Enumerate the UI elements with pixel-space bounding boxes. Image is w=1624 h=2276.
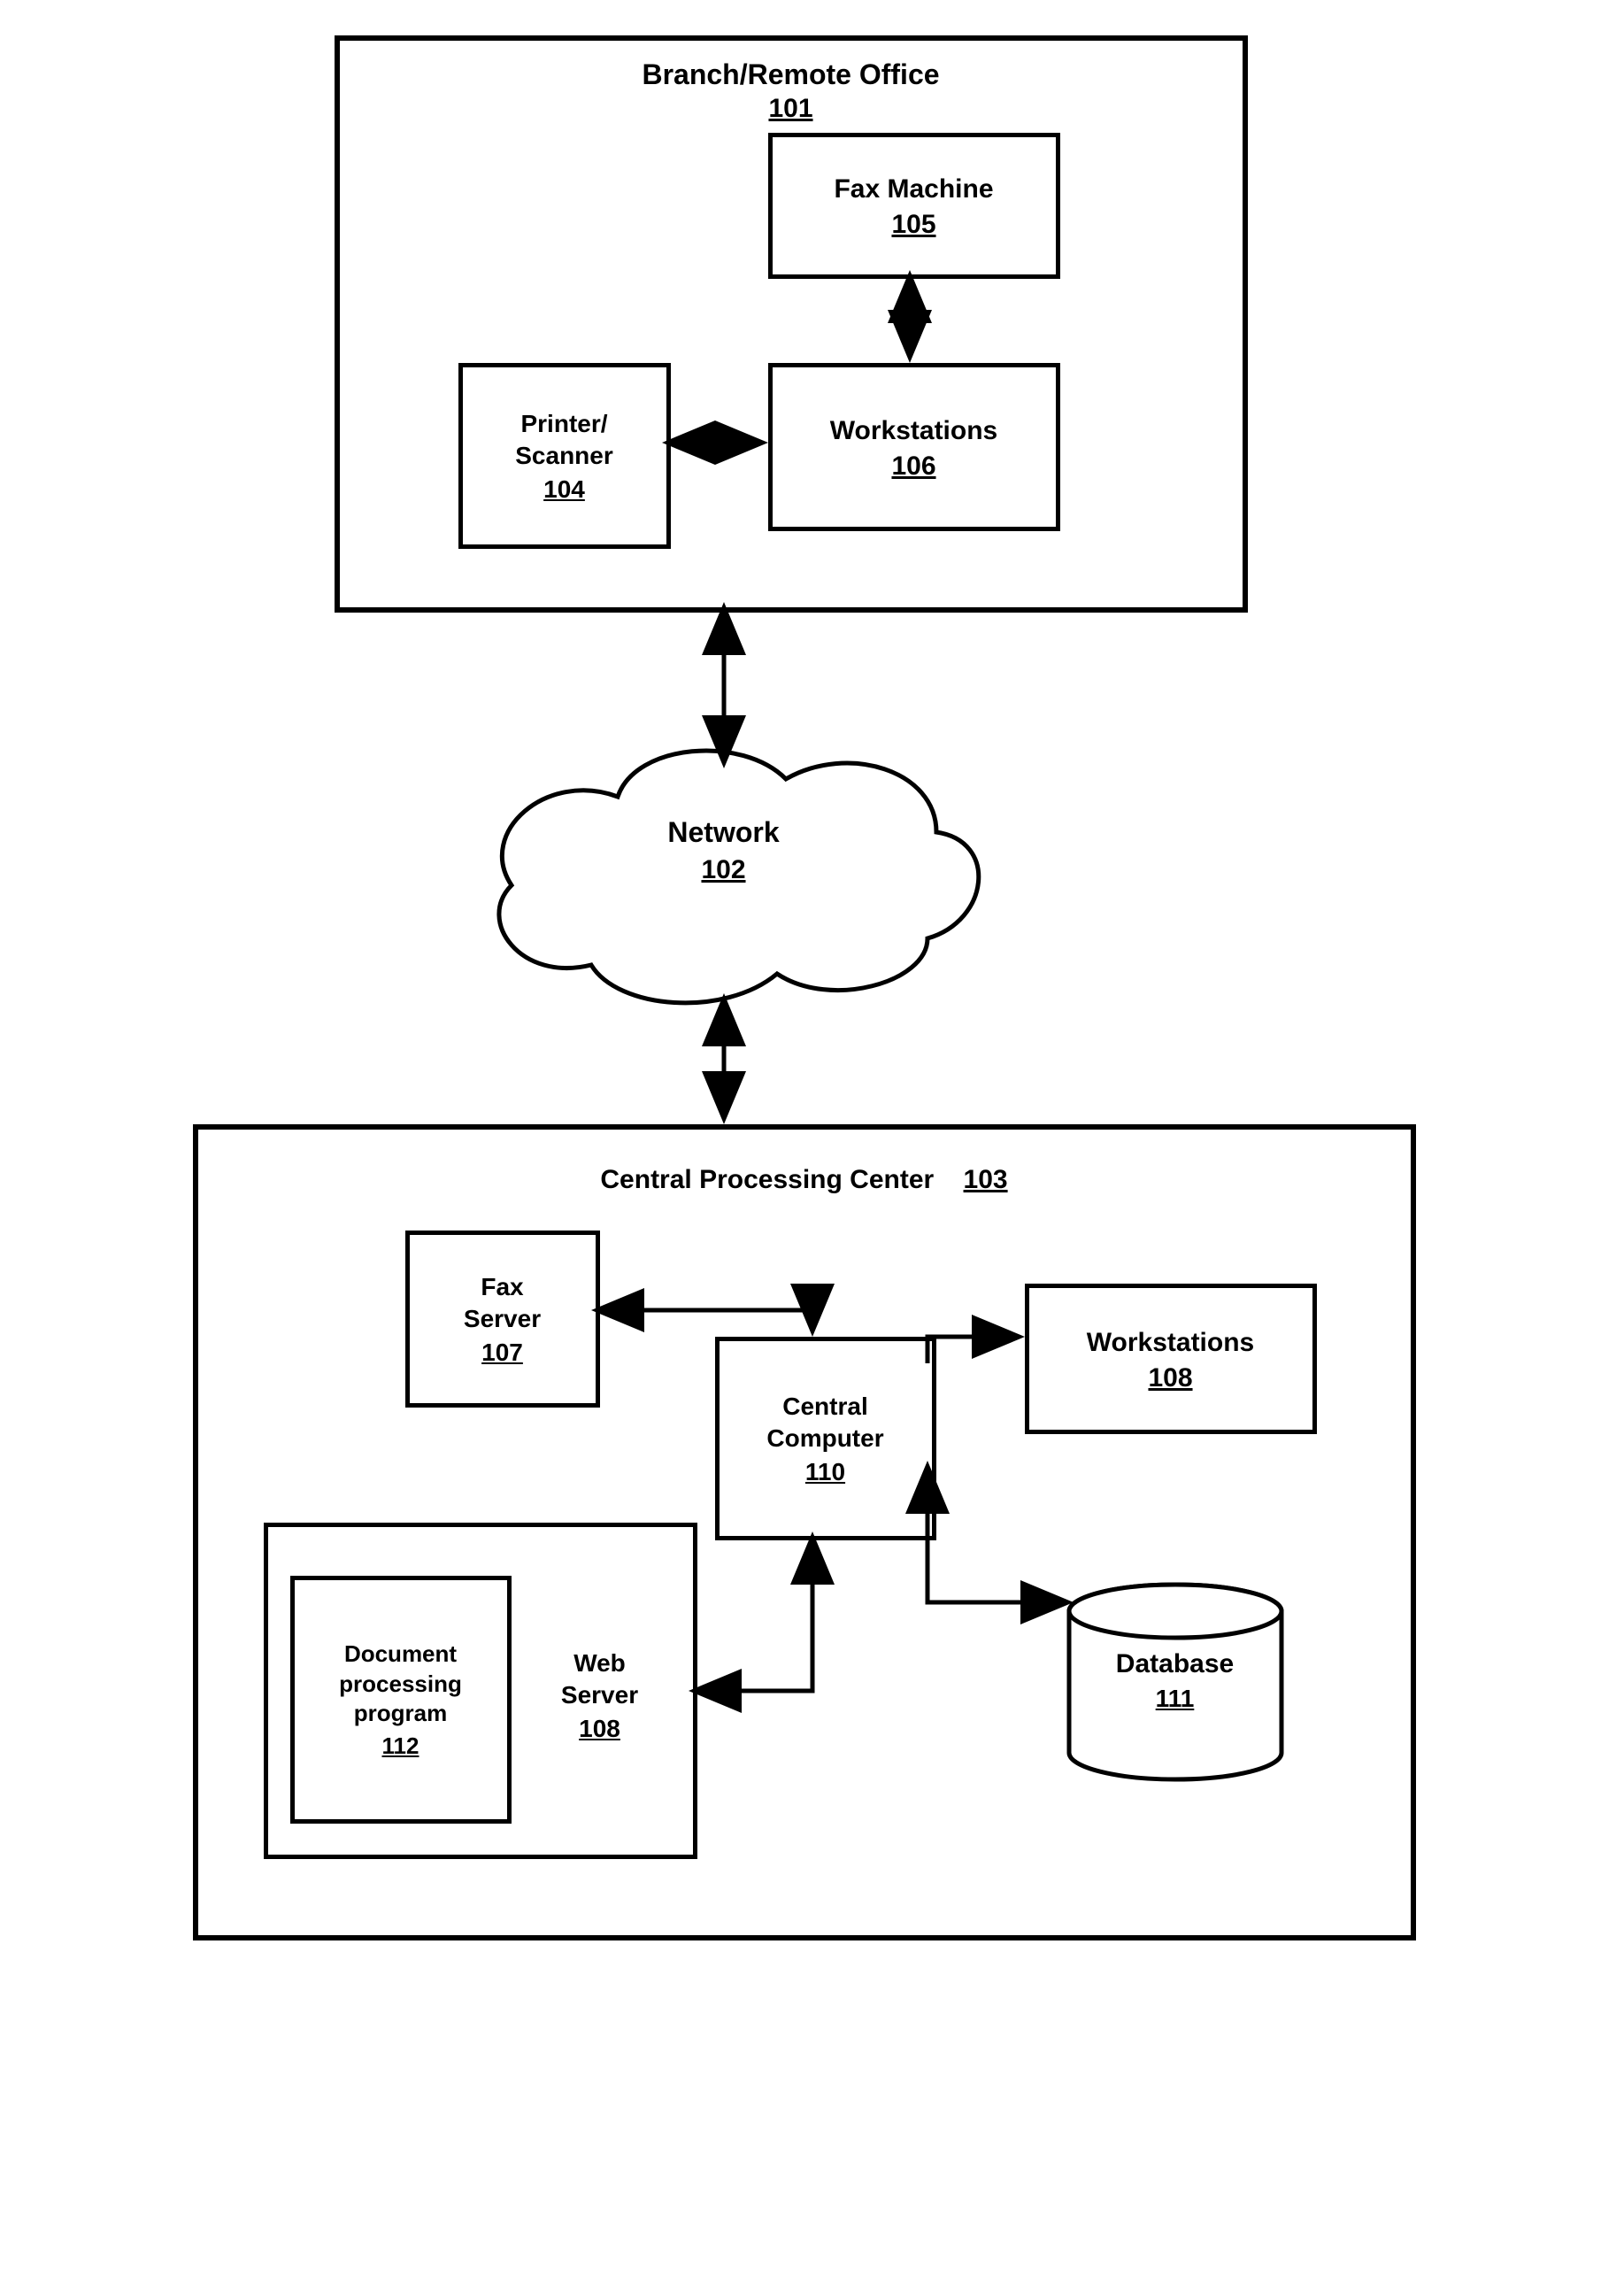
diagram-canvas: Branch/Remote Office 101 Fax Machine 105… xyxy=(193,35,1432,1983)
workstations1-ref: 106 xyxy=(891,451,935,482)
fax-server-ref: 107 xyxy=(481,1339,523,1367)
node-doc-program: Document processing program 112 xyxy=(290,1576,512,1824)
node-web-server-label: Web Server 108 xyxy=(529,1611,671,1779)
web-server-ref: 108 xyxy=(579,1715,620,1743)
node-fax-machine: Fax Machine 105 xyxy=(768,133,1060,279)
fax-machine-label: Fax Machine xyxy=(834,172,993,206)
cpc-ref: 103 xyxy=(964,1165,1008,1194)
branch-ref: 101 xyxy=(768,94,812,123)
network-label: Network xyxy=(547,814,901,852)
central-computer-label: Central Computer xyxy=(766,1391,883,1455)
cloud-content: Network 102 xyxy=(547,814,901,885)
workstations2-ref: 108 xyxy=(1148,1363,1192,1393)
cpc-title: Central Processing Center xyxy=(600,1165,934,1194)
workstations2-label: Workstations xyxy=(1087,1325,1254,1360)
database-label: Database xyxy=(1069,1647,1281,1681)
doc-program-label: Document processing program xyxy=(339,1639,462,1729)
node-printer-scanner: Printer/ Scanner 104 xyxy=(458,363,671,549)
database-content: Database 111 xyxy=(1069,1647,1281,1713)
fax-machine-ref: 105 xyxy=(891,210,935,240)
doc-program-ref: 112 xyxy=(382,1732,419,1760)
node-workstations-branch: Workstations 106 xyxy=(768,363,1060,531)
web-server-label: Web Server xyxy=(561,1647,638,1712)
database-ref: 111 xyxy=(1069,1685,1281,1713)
printer-scanner-ref: 104 xyxy=(543,475,585,504)
branch-title: Branch/Remote Office xyxy=(642,58,939,90)
fax-server-label: Fax Server xyxy=(464,1271,541,1336)
node-central-computer: Central Computer 110 xyxy=(715,1337,936,1540)
network-ref: 102 xyxy=(547,855,901,885)
printer-scanner-label: Printer/ Scanner xyxy=(515,408,613,473)
node-workstations-cpc: Workstations 108 xyxy=(1025,1284,1317,1434)
workstations1-label: Workstations xyxy=(830,413,997,448)
central-computer-ref: 110 xyxy=(805,1458,845,1486)
node-fax-server: Fax Server 107 xyxy=(405,1231,600,1408)
